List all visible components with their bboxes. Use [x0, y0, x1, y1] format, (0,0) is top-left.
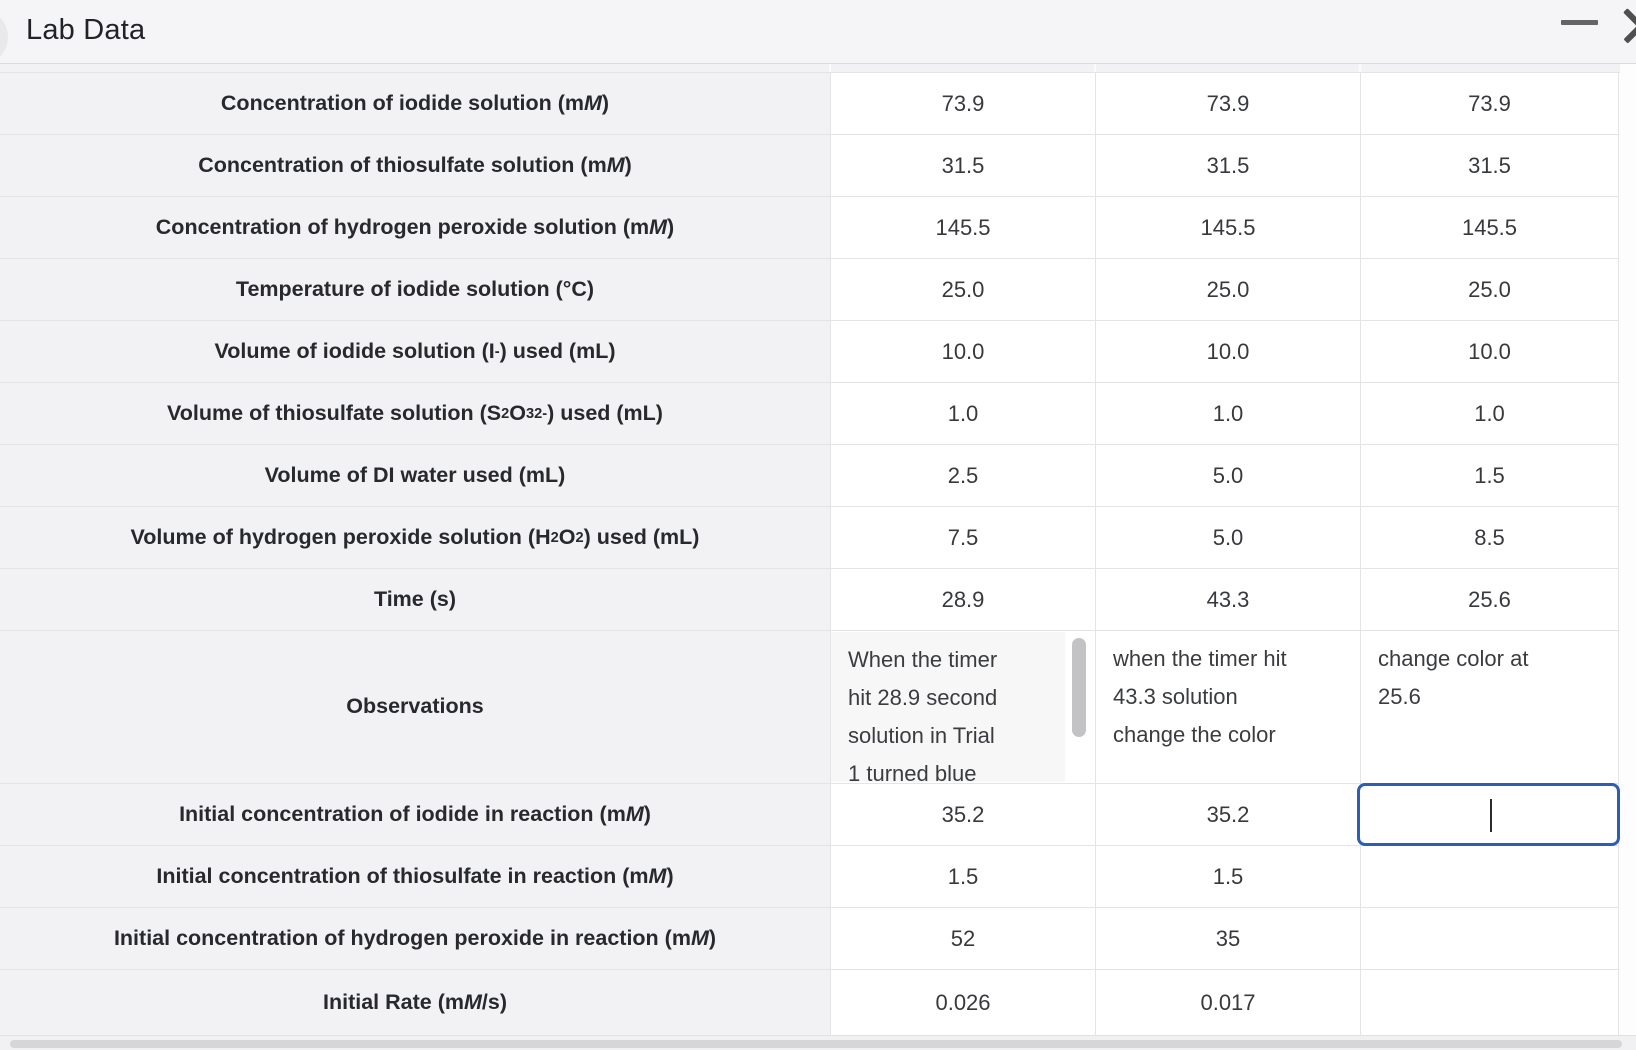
window-title: Lab Data	[26, 14, 146, 46]
observation-scroll-area[interactable]: When the timer hit 28.9 second solution …	[831, 632, 1065, 782]
clipped-cell	[1361, 64, 1620, 72]
data-cell[interactable]: 43.3	[1096, 569, 1361, 631]
observation-text: when the timer hit 43.3 solution change …	[1113, 646, 1287, 747]
data-cell[interactable]: 31.5	[1096, 135, 1361, 197]
data-cell[interactable]: 10.0	[831, 321, 1096, 383]
row-label: Concentration of iodide solution (m M)	[0, 73, 831, 135]
table-row: Initial concentration of iodide in react…	[0, 783, 1620, 846]
row-label: Concentration of thiosulfate solution (m…	[0, 135, 831, 197]
clipped-row-sliver	[0, 64, 1620, 73]
data-cell[interactable]: 0.017	[1096, 970, 1361, 1036]
data-cell[interactable]: 25.0	[1361, 259, 1619, 321]
data-cell[interactable]: 28.9	[831, 569, 1096, 631]
data-cell[interactable]: 25.6	[1361, 569, 1619, 631]
observation-cell[interactable]: when the timer hit 43.3 solution change …	[1096, 631, 1361, 784]
data-cell[interactable]: 1.0	[1361, 383, 1619, 445]
partial-badge-icon	[0, 9, 8, 63]
row-label: Initial concentration of hydrogen peroxi…	[0, 908, 831, 970]
data-cell[interactable]: 73.9	[1361, 73, 1619, 135]
row-label: Initial Rate (m M/s)	[0, 970, 831, 1036]
close-button[interactable]	[1614, 0, 1636, 56]
data-cell[interactable]: 31.5	[831, 135, 1096, 197]
table-row: Temperature of iodide solution (°C) 25.0 2…	[0, 259, 1620, 321]
row-label: Temperature of iodide solution (°C)	[0, 259, 831, 321]
table-row: Initial Rate (m M/s) 0.026 0.017	[0, 970, 1620, 1036]
table-row: Volume of DI water used (mL) 2.5 5.0 1.5	[0, 445, 1620, 507]
data-cell[interactable]: 25.0	[1096, 259, 1361, 321]
clipped-cell	[1096, 64, 1361, 72]
row-label: Concentration of hydrogen peroxide solut…	[0, 197, 831, 259]
observation-cell[interactable]: change color at 25.6	[1361, 631, 1619, 784]
active-value-input[interactable]	[1357, 783, 1620, 846]
data-cell[interactable]: 1.5	[1361, 445, 1619, 507]
observation-cell[interactable]: When the timer hit 28.9 second solution …	[831, 631, 1096, 784]
data-cell[interactable]: 73.9	[1096, 73, 1361, 135]
table-row: Volume of thiosulfate solution (S 2 O 3 2-) …	[0, 383, 1620, 445]
row-label: Initial concentration of iodide in react…	[0, 784, 831, 846]
data-cell[interactable]: 0.026	[831, 970, 1096, 1036]
table-row: Initial concentration of hydrogen peroxi…	[0, 908, 1620, 970]
row-label: Volume of thiosulfate solution (S 2 O 3 2-) …	[0, 383, 831, 445]
data-cell[interactable]: 35.2	[831, 784, 1096, 846]
horizontal-scrollbar-thumb[interactable]	[10, 1040, 1622, 1048]
data-cell[interactable]: 10.0	[1096, 321, 1361, 383]
horizontal-scrollbar-track[interactable]	[0, 1035, 1636, 1050]
clipped-cell	[0, 64, 831, 72]
data-cell[interactable]: 31.5	[1361, 135, 1619, 197]
data-cell[interactable]: 1.5	[831, 846, 1096, 908]
table-row: Observations When the timer hit 28.9 seco…	[0, 631, 1620, 784]
observation-text: When the timer hit 28.9 second solution …	[848, 647, 998, 782]
table-row: Concentration of thiosulfate solution (m…	[0, 135, 1620, 197]
data-cell[interactable]	[1361, 970, 1619, 1036]
data-cell[interactable]: 5.0	[1096, 445, 1361, 507]
row-label: Observations	[0, 631, 831, 784]
row-label: Volume of iodide solution (I -) used (mL)	[0, 321, 831, 383]
row-label: Volume of hydrogen peroxide solution (H 2…	[0, 507, 831, 569]
data-cell[interactable]: 10.0	[1361, 321, 1619, 383]
focused-data-cell[interactable]	[1357, 783, 1620, 846]
data-cell[interactable]: 5.0	[1096, 507, 1361, 569]
data-cell[interactable]: 7.5	[831, 507, 1096, 569]
data-cell[interactable]: 1.5	[1096, 846, 1361, 908]
vertical-scrollbar-track[interactable]	[1620, 64, 1636, 1035]
table-row: Volume of hydrogen peroxide solution (H 2…	[0, 507, 1620, 569]
minimize-button[interactable]	[1548, 0, 1608, 52]
data-cell[interactable]: 145.5	[1096, 197, 1361, 259]
row-label: Initial concentration of thiosulfate in …	[0, 846, 831, 908]
data-cell[interactable]: 8.5	[1361, 507, 1619, 569]
table-row: Concentration of hydrogen peroxide solut…	[0, 197, 1620, 259]
data-cell[interactable]: 1.0	[831, 383, 1096, 445]
table-row: Time (s) 28.9 43.3 25.6	[0, 569, 1620, 631]
data-cell[interactable]: 25.0	[831, 259, 1096, 321]
table-row: Concentration of iodide solution (m M) 73.…	[0, 73, 1620, 135]
data-cell[interactable]: 2.5	[831, 445, 1096, 507]
observation-text: change color at 25.6	[1378, 646, 1529, 709]
table-row: Initial concentration of thiosulfate in …	[0, 846, 1620, 908]
row-label: Time (s)	[0, 569, 831, 631]
text-caret	[1489, 799, 1492, 832]
data-cell[interactable]: 35	[1096, 908, 1361, 970]
data-cell[interactable]: 52	[831, 908, 1096, 970]
lab-data-table: Concentration of iodide solution (m M) 73.…	[0, 64, 1636, 1050]
table-row: Volume of iodide solution (I -) used (mL)…	[0, 321, 1620, 383]
data-cell[interactable]: 145.5	[1361, 197, 1619, 259]
minimize-icon	[1561, 20, 1598, 25]
data-cell[interactable]: 73.9	[831, 73, 1096, 135]
titlebar: Lab Data	[0, 0, 1636, 64]
data-cell[interactable]	[1361, 908, 1619, 970]
data-cell[interactable]: 1.0	[1096, 383, 1361, 445]
row-label: Volume of DI water used (mL)	[0, 445, 831, 507]
data-cell[interactable]: 35.2	[1096, 784, 1361, 846]
data-cell[interactable]: 145.5	[831, 197, 1096, 259]
clipped-cell	[831, 64, 1096, 72]
observation-scrollbar-thumb[interactable]	[1072, 638, 1086, 737]
data-cell[interactable]	[1361, 846, 1619, 908]
